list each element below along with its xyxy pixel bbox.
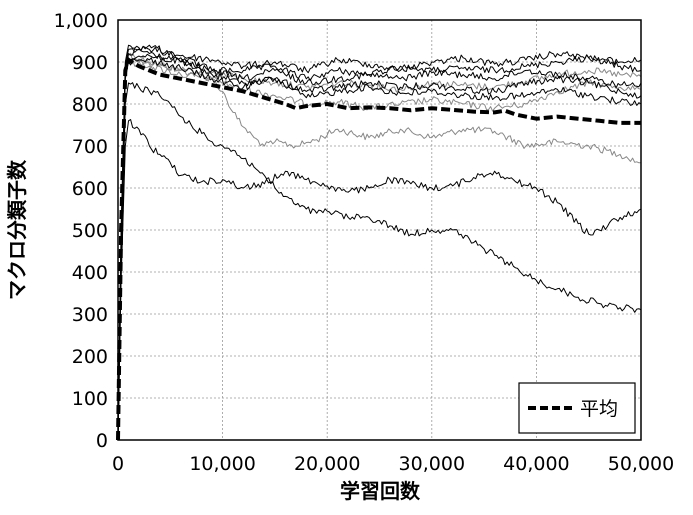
series-line-trial bbox=[117, 119, 642, 441]
series-line-trial bbox=[117, 44, 642, 441]
y-tick-label: 800 bbox=[72, 94, 108, 116]
y-tick-labels: 0 100 200 300 400 500 600 700 800 900 1,000 bbox=[54, 10, 108, 452]
y-tick-label: 500 bbox=[72, 220, 108, 242]
x-tick-label: 10,000 bbox=[189, 453, 255, 475]
x-tick-label: 40,000 bbox=[503, 453, 569, 475]
series-line-trial bbox=[117, 52, 642, 441]
x-tick-labels: 0 10,000 20,000 30,000 40,000 50,000 bbox=[112, 453, 674, 475]
grid bbox=[118, 20, 641, 440]
series-line-trial bbox=[117, 53, 641, 441]
series-line-trial bbox=[117, 82, 642, 441]
series-line-trial bbox=[117, 57, 642, 441]
y-axis-title: マクロ分類子数 bbox=[5, 159, 29, 300]
x-tick-label: 50,000 bbox=[608, 453, 674, 475]
y-tick-label: 600 bbox=[72, 178, 108, 200]
legend-label-average: 平均 bbox=[580, 398, 618, 420]
legend-box bbox=[518, 382, 636, 434]
y-tick-label: 100 bbox=[72, 388, 108, 410]
y-tick-label: 0 bbox=[96, 430, 108, 452]
y-tick-label: 300 bbox=[72, 304, 108, 326]
series-lines bbox=[116, 44, 642, 441]
y-tick-label: 1,000 bbox=[54, 10, 108, 32]
plot-frame bbox=[117, 19, 642, 441]
series-line-trial bbox=[117, 53, 642, 441]
y-tick-label: 700 bbox=[72, 136, 108, 158]
legend: 平均 bbox=[518, 382, 636, 434]
x-tick-label: 20,000 bbox=[294, 453, 360, 475]
series-line-trial bbox=[117, 44, 642, 441]
x-tick-label: 0 bbox=[112, 453, 124, 475]
x-tick-label: 30,000 bbox=[399, 453, 465, 475]
y-tick-label: 200 bbox=[72, 346, 108, 368]
series-line-trial bbox=[117, 45, 642, 441]
x-axis-title: 学習回数 bbox=[340, 479, 421, 503]
y-tick-label: 900 bbox=[72, 52, 108, 74]
y-tick-label: 400 bbox=[72, 262, 108, 284]
series-line-average bbox=[116, 57, 641, 441]
